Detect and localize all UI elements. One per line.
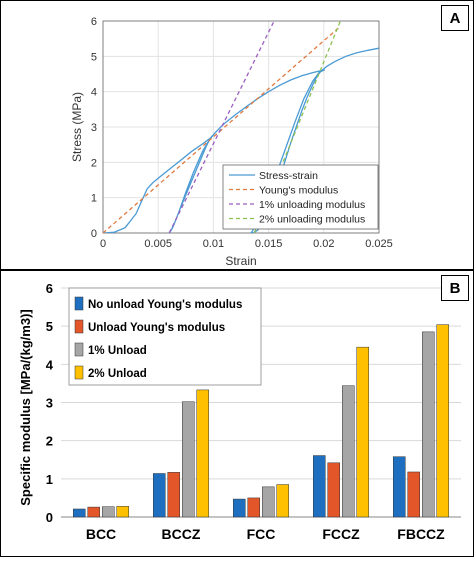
bar-fbccz-1 bbox=[407, 471, 420, 518]
bar-fccz-0 bbox=[313, 455, 326, 518]
bar-fccz-1 bbox=[327, 462, 340, 518]
y-tick-label: 1 bbox=[46, 472, 53, 487]
bar-fcc-2 bbox=[262, 486, 275, 518]
y-tick-label: 4 bbox=[46, 357, 54, 372]
legend-b bbox=[68, 287, 262, 386]
y-axis-label: Specific modulus [MPa/(kg/m3)] bbox=[18, 309, 33, 505]
y-tick-label: 0 bbox=[91, 228, 97, 240]
panel-b: 0 1 2 3 4 5 6 BCC BCCZ FCC FCCZ FBCCZ Specific modul… bbox=[0, 270, 474, 557]
plot-frame-a bbox=[102, 20, 380, 234]
bar-bcc-0 bbox=[73, 508, 86, 518]
bar-bccz-2 bbox=[182, 401, 195, 518]
bar-bcc-2 bbox=[102, 506, 115, 518]
bar-fbccz-3 bbox=[436, 324, 449, 518]
y-tick-label: 4 bbox=[91, 87, 97, 99]
bar-bccz-3 bbox=[196, 389, 209, 518]
y-tick-label: 2 bbox=[46, 434, 53, 449]
category-label: FCCZ bbox=[322, 526, 360, 542]
bar-fcc-0 bbox=[233, 498, 246, 518]
legend-entry: 2% Unload bbox=[88, 368, 147, 380]
y-tick-label: 1 bbox=[91, 193, 97, 205]
legend-swatch bbox=[74, 319, 84, 334]
x-tick-label: 0.005 bbox=[144, 238, 172, 250]
y-tick-label: 6 bbox=[91, 16, 97, 28]
specific-modulus-chart: 0 1 2 3 4 5 6 BCC BCCZ FCC FCCZ FBCCZ Specific modul… bbox=[18, 281, 461, 542]
y-tick-label: 5 bbox=[46, 319, 53, 334]
y-axis-label: Stress (MPa) bbox=[70, 92, 84, 162]
y-tick-label: 0 bbox=[46, 510, 53, 525]
legend-swatch bbox=[74, 342, 84, 357]
bar-fccz-2 bbox=[342, 385, 355, 518]
bar-fcc-1 bbox=[247, 497, 260, 518]
x-tick-label: 0.015 bbox=[255, 238, 283, 250]
category-label: BCC bbox=[86, 526, 116, 542]
legend-entry: 1% Unload bbox=[88, 345, 147, 357]
legend-entry: 1% unloading modulus bbox=[259, 199, 365, 211]
y-tick-label: 5 bbox=[91, 51, 97, 63]
category-label: BCCZ bbox=[162, 526, 201, 542]
legend-entry: Unload Young's modulus bbox=[88, 322, 225, 334]
legend-entry: Young's modulus bbox=[259, 185, 338, 197]
bar-bccz-1 bbox=[167, 472, 180, 518]
legend-entry: 2% unloading modulus bbox=[259, 214, 365, 226]
category-label: FCC bbox=[247, 526, 276, 542]
bar-bcc-1 bbox=[87, 506, 100, 518]
series-line-3 bbox=[103, 25, 341, 233]
panel-b-label: B bbox=[441, 275, 469, 301]
panel-a: 0 0.005 0.01 0.015 0.02 0.025 0 1 2 3 4 5 6 Strain Str… bbox=[0, 0, 474, 270]
legend-swatch bbox=[74, 296, 84, 311]
x-tick-label: 0.02 bbox=[313, 238, 334, 250]
y-tick-label: 2 bbox=[91, 157, 97, 169]
x-tick-label: 0 bbox=[100, 238, 106, 250]
y-tick-label: 3 bbox=[46, 396, 53, 411]
legend-swatch bbox=[74, 365, 84, 380]
y-tick-label: 3 bbox=[91, 122, 97, 134]
category-label: FBCCZ bbox=[397, 526, 445, 542]
series-line-4 bbox=[168, 21, 275, 233]
bar-bcc-3 bbox=[116, 506, 129, 518]
legend-entry: Stress-strain bbox=[259, 170, 318, 182]
bar-fbccz-0 bbox=[393, 456, 406, 518]
x-tick-label: 0.01 bbox=[203, 238, 224, 250]
x-tick-label: 0.025 bbox=[365, 238, 393, 250]
bar-fcc-3 bbox=[276, 484, 289, 518]
stress-strain-chart: 0 0.005 0.01 0.015 0.02 0.025 0 1 2 3 4 5 6 Strain Str… bbox=[70, 16, 393, 268]
panel-a-label: A bbox=[441, 5, 469, 31]
y-tick-label: 6 bbox=[46, 281, 53, 296]
legend-entry: No unload Young's modulus bbox=[88, 299, 242, 311]
bar-fccz-3 bbox=[356, 346, 369, 518]
x-axis-label: Strain bbox=[225, 254, 256, 268]
bar-fbccz-2 bbox=[422, 331, 435, 518]
legend-a bbox=[222, 164, 379, 230]
bar-bccz-0 bbox=[153, 473, 166, 518]
